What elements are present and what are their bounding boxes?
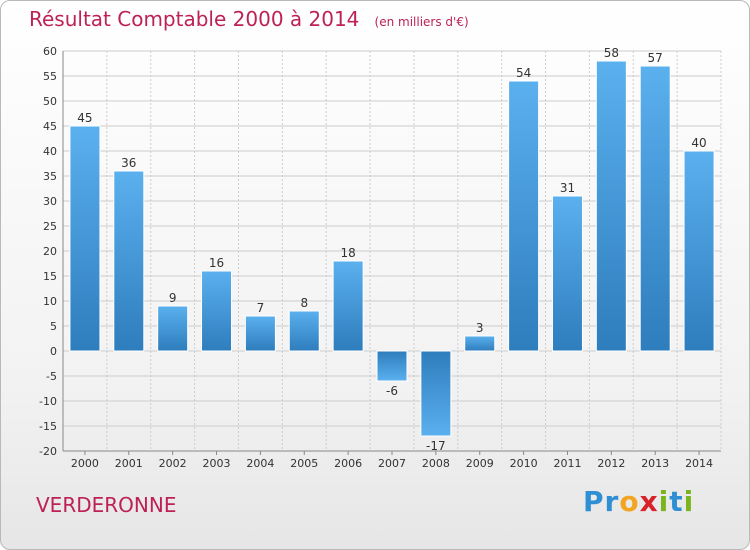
data-label-2009: 3 [476,321,484,335]
data-label-2011: 31 [560,181,575,195]
data-label-2008: -17 [426,439,446,453]
x-tick-label-2013: 2013 [641,457,669,470]
bars [69,60,715,437]
y-tick-label: 55 [43,70,57,83]
proxiti-logo: Proxiti [583,485,694,518]
data-label-2012: 58 [604,46,619,60]
x-tick-label-2008: 2008 [422,457,450,470]
y-tick-label: 50 [43,95,57,108]
data-label-2014: 40 [691,136,706,150]
labels: -20 -15 -10 -5 0 5 10 15 20 25 30 35 40 45 50 55 60 45 200… [39,45,713,470]
x-tick-label-2010: 2010 [510,457,538,470]
data-label-2005: 8 [300,296,308,310]
data-label-2003: 16 [209,256,224,270]
y-tick-label: -20 [39,445,57,458]
bar-2000 [69,125,101,352]
data-label-2013: 57 [648,51,663,65]
bar-2004 [244,315,276,352]
bar-2009 [464,335,496,352]
x-tick-label-2014: 2014 [685,457,713,470]
y-tick-label: 35 [43,170,57,183]
data-label-2001: 36 [121,156,136,170]
x-tick-label-2004: 2004 [246,457,274,470]
bar-2006 [332,260,364,352]
data-label-2007: -6 [386,384,398,398]
y-tick-label: 30 [43,195,57,208]
city-name: VERDERONNE [36,493,177,517]
bar-2001 [113,170,145,352]
y-tick-label: 5 [50,320,57,333]
data-label-2010: 54 [516,66,531,80]
logo-letter: r [604,485,620,518]
y-tick-label: -5 [46,370,57,383]
bar-2013 [639,65,671,352]
chart-title: Résultat Comptable 2000 à 2014 [29,7,360,31]
logo-letter: P [583,485,605,518]
x-tick-label-2011: 2011 [553,457,581,470]
bar-2014 [683,150,715,352]
x-tick-label-2002: 2002 [159,457,187,470]
logo-letter: i [658,485,670,518]
x-tick-label-2009: 2009 [466,457,494,470]
data-label-2004: 7 [257,301,265,315]
data-label-2000: 45 [77,111,92,125]
logo-letter: x [639,485,659,518]
x-tick-label-2006: 2006 [334,457,362,470]
y-tick-label: 45 [43,120,57,133]
y-tick-label: 25 [43,220,57,233]
y-tick-label: 40 [43,145,57,158]
bar-2003 [201,270,233,352]
bar-2008 [420,350,452,437]
y-tick-label: 10 [43,295,57,308]
bar-2012 [595,60,627,352]
bar-2011 [551,195,583,352]
x-tick-label-2012: 2012 [597,457,625,470]
bar-2007 [376,350,408,382]
y-tick-label: 20 [43,245,57,258]
y-tick-label: 0 [50,345,57,358]
x-tick-label-2005: 2005 [290,457,318,470]
logo-letter: o [619,485,640,518]
logo-letter: t [669,485,684,518]
bar-2005 [288,310,320,352]
x-tick-label-2000: 2000 [71,457,99,470]
chart-header: Résultat Comptable 2000 à 2014 (en milli… [29,7,469,31]
y-tick-label: -15 [39,420,57,433]
logo-letter: i [683,485,695,518]
y-tick-label: -10 [39,395,57,408]
y-tick-label: 60 [43,45,57,58]
data-label-2006: 18 [340,246,355,260]
bar-2010 [508,80,540,352]
data-label-2002: 9 [169,291,177,305]
x-tick-label-2003: 2003 [203,457,231,470]
x-tick-label-2001: 2001 [115,457,143,470]
y-tick-label: 15 [43,270,57,283]
bar-2002 [157,305,189,352]
axes [62,51,721,455]
x-tick-label-2007: 2007 [378,457,406,470]
chart-subtitle: (en milliers d'€) [374,15,469,29]
